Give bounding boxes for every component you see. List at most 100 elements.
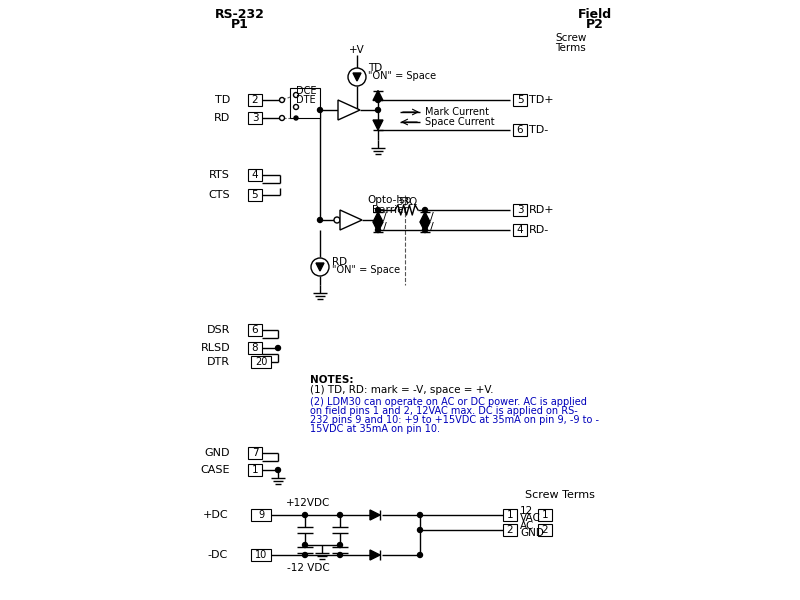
Text: 2: 2: [506, 525, 514, 535]
FancyBboxPatch shape: [290, 88, 320, 118]
Circle shape: [318, 107, 322, 113]
Text: +DC: +DC: [202, 510, 228, 520]
Circle shape: [422, 227, 427, 232]
Text: 4: 4: [517, 225, 523, 235]
Text: NOTES:: NOTES:: [310, 375, 354, 385]
FancyBboxPatch shape: [248, 324, 262, 336]
Polygon shape: [420, 222, 430, 232]
Text: 9: 9: [258, 510, 264, 520]
FancyBboxPatch shape: [251, 356, 271, 368]
Text: "ON" = Space: "ON" = Space: [368, 71, 436, 81]
FancyBboxPatch shape: [248, 189, 262, 201]
Text: Screw Terms: Screw Terms: [525, 490, 595, 500]
Text: RTS: RTS: [209, 170, 230, 180]
Circle shape: [302, 542, 307, 547]
Circle shape: [375, 97, 381, 103]
Text: Opto-Iso: Opto-Iso: [368, 195, 412, 205]
Text: -DC: -DC: [208, 550, 228, 560]
Text: "ON" = Space: "ON" = Space: [332, 265, 400, 275]
Text: 15VDC at 35mA on pin 10.: 15VDC at 35mA on pin 10.: [310, 424, 440, 434]
Text: 8: 8: [252, 343, 258, 353]
Text: 232 pins 9 and 10: +9 to +15VDC at 35mA on pin 9, -9 to -: 232 pins 9 and 10: +9 to +15VDC at 35mA …: [310, 415, 599, 425]
Text: RS-232: RS-232: [215, 7, 265, 20]
Circle shape: [418, 553, 422, 557]
Text: /: /: [383, 222, 386, 232]
Circle shape: [275, 346, 281, 350]
FancyBboxPatch shape: [251, 549, 271, 561]
Circle shape: [375, 217, 381, 223]
Polygon shape: [373, 91, 383, 100]
Polygon shape: [373, 120, 383, 130]
Circle shape: [348, 68, 366, 86]
Circle shape: [294, 92, 298, 97]
FancyBboxPatch shape: [513, 94, 527, 106]
Text: 5: 5: [252, 190, 258, 200]
Text: GND: GND: [520, 528, 544, 538]
Text: (2) LDM30 can operate on AC or DC power. AC is applied: (2) LDM30 can operate on AC or DC power.…: [310, 397, 587, 407]
Circle shape: [279, 115, 285, 121]
Text: 33Ω: 33Ω: [397, 197, 418, 207]
Polygon shape: [353, 73, 361, 81]
Text: RLSD: RLSD: [200, 343, 230, 353]
FancyBboxPatch shape: [513, 224, 527, 236]
Circle shape: [311, 258, 329, 276]
Text: /: /: [430, 212, 434, 222]
Circle shape: [302, 553, 307, 557]
Circle shape: [375, 227, 381, 232]
Circle shape: [318, 217, 322, 223]
Text: DTE: DTE: [296, 95, 316, 105]
Text: TD: TD: [214, 95, 230, 105]
Text: 3: 3: [517, 205, 523, 215]
Text: P1: P1: [231, 19, 249, 31]
Text: RD-: RD-: [529, 225, 550, 235]
FancyBboxPatch shape: [503, 509, 517, 521]
Circle shape: [418, 512, 422, 517]
Text: CASE: CASE: [201, 465, 230, 475]
FancyBboxPatch shape: [503, 524, 517, 536]
Text: Screw: Screw: [555, 33, 586, 43]
FancyBboxPatch shape: [513, 124, 527, 136]
FancyBboxPatch shape: [248, 447, 262, 459]
FancyBboxPatch shape: [513, 204, 527, 216]
Text: TD: TD: [368, 63, 382, 73]
Text: Field: Field: [578, 7, 612, 20]
Text: VAC: VAC: [520, 513, 541, 523]
Text: 1: 1: [506, 510, 514, 520]
Text: +12VDC: +12VDC: [286, 498, 330, 508]
Circle shape: [279, 97, 285, 103]
Circle shape: [338, 553, 342, 557]
Polygon shape: [370, 510, 380, 520]
Text: 2: 2: [252, 95, 258, 105]
FancyBboxPatch shape: [248, 112, 262, 124]
Circle shape: [338, 542, 342, 547]
Text: AC: AC: [520, 521, 534, 531]
Circle shape: [375, 208, 381, 212]
Polygon shape: [340, 210, 362, 230]
Text: TD-: TD-: [529, 125, 548, 135]
Circle shape: [302, 512, 307, 517]
Polygon shape: [373, 222, 383, 232]
Text: 7: 7: [252, 448, 258, 458]
Circle shape: [422, 208, 427, 212]
Text: RD+: RD+: [529, 205, 554, 215]
Circle shape: [375, 107, 381, 113]
Polygon shape: [373, 212, 383, 222]
Polygon shape: [338, 100, 360, 120]
Text: P2: P2: [586, 19, 604, 31]
Text: 1: 1: [252, 465, 258, 475]
Text: 4: 4: [252, 170, 258, 180]
Text: -12 VDC: -12 VDC: [286, 563, 330, 573]
Text: (1) TD, RD: mark = -V, space = +V.: (1) TD, RD: mark = -V, space = +V.: [310, 385, 494, 395]
Text: /: /: [383, 212, 386, 222]
Text: 6: 6: [252, 325, 258, 335]
Text: 12: 12: [520, 506, 534, 516]
Text: 5: 5: [517, 95, 523, 105]
Circle shape: [418, 527, 422, 533]
Text: +V: +V: [349, 45, 365, 55]
Text: on field pins 1 and 2, 12VAC max. DC is applied on RS-: on field pins 1 and 2, 12VAC max. DC is …: [310, 406, 578, 416]
Text: RD: RD: [214, 113, 230, 123]
Text: RD: RD: [332, 257, 347, 267]
FancyBboxPatch shape: [251, 509, 271, 521]
FancyBboxPatch shape: [248, 94, 262, 106]
Text: 1: 1: [542, 510, 548, 520]
